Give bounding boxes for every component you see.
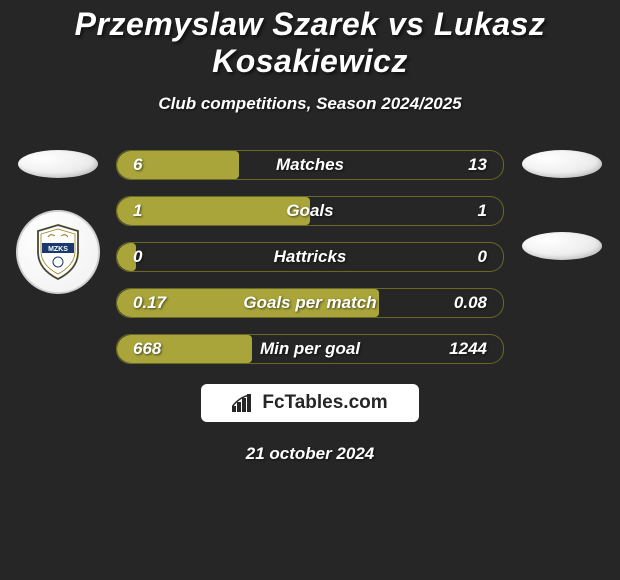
- stat-bar: 0.17Goals per match0.08: [116, 288, 504, 318]
- stat-value-right: 0.08: [454, 293, 487, 313]
- date-text: 21 october 2024: [0, 444, 620, 464]
- svg-text:MZKS: MZKS: [48, 246, 68, 253]
- page-title: Przemyslaw Szarek vs Lukasz Kosakiewicz: [0, 0, 620, 80]
- stat-label: Goals per match: [117, 293, 503, 313]
- stat-label: Min per goal: [117, 339, 503, 359]
- stat-label: Matches: [117, 155, 503, 175]
- stat-bar: 1Goals1: [116, 196, 504, 226]
- club-badge-inner: MZKS: [18, 212, 98, 292]
- source-badge: FcTables.com: [201, 384, 419, 422]
- player-placeholder-left: [18, 150, 98, 178]
- source-text: FcTables.com: [262, 392, 387, 414]
- stat-bar: 668Min per goal1244: [116, 334, 504, 364]
- right-side: [522, 150, 602, 364]
- stat-value-right: 13: [468, 155, 487, 175]
- stat-label: Goals: [117, 201, 503, 221]
- stat-label: Hattricks: [117, 247, 503, 267]
- stat-bar: 6Matches13: [116, 150, 504, 180]
- player-placeholder-right: [522, 150, 602, 178]
- stat-value-right: 1244: [449, 339, 487, 359]
- stat-bars: 6Matches13 1Goals1 0Hattricks0 0.17Goals pe…: [116, 150, 504, 364]
- left-side: MZKS: [18, 150, 98, 364]
- comparison-content: MZKS 6Matches13 1Goals1 0Hattricks0 0.17Goa…: [0, 150, 620, 364]
- club-placeholder-right: [522, 232, 602, 260]
- stat-value-right: 0: [478, 247, 487, 267]
- subtitle: Club competitions, Season 2024/2025: [0, 94, 620, 114]
- stat-bar: 0Hattricks0: [116, 242, 504, 272]
- stat-value-right: 1: [478, 201, 487, 221]
- bar-chart-icon: [232, 394, 256, 412]
- shield-icon: MZKS: [23, 217, 93, 287]
- club-badge-left: MZKS: [16, 210, 100, 294]
